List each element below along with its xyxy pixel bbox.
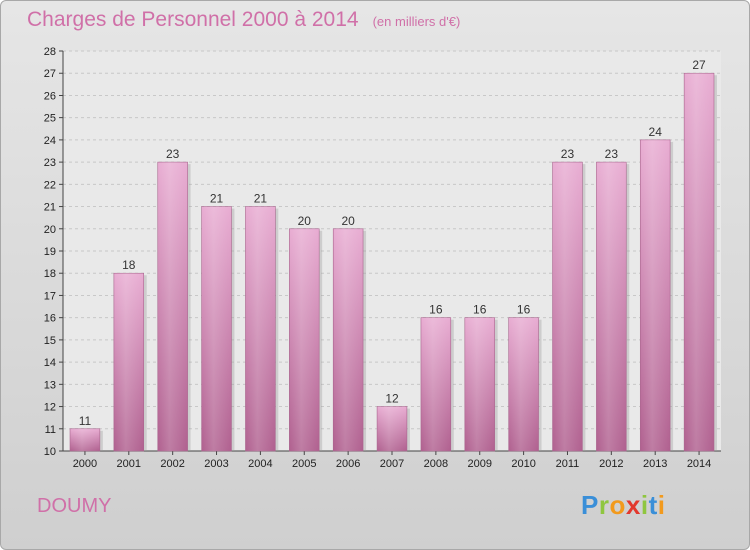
x-tick-label: 2003 [204, 458, 228, 470]
x-tick-label: 2006 [336, 458, 360, 470]
bar-highlight [640, 139, 671, 451]
y-tick-label: 24 [44, 135, 56, 147]
x-tick-label: 2002 [160, 458, 184, 470]
x-tick-label: 2011 [556, 458, 580, 470]
y-tick-label: 26 [44, 90, 56, 102]
bar-value-label: 24 [649, 125, 663, 139]
y-tick-label: 27 [44, 68, 56, 80]
title-text: Charges de Personnel 2000 à 2014 [27, 8, 359, 31]
bar-value-label: 23 [605, 147, 619, 161]
x-tick-label: 2007 [380, 458, 404, 470]
bar-value-label: 18 [122, 258, 136, 272]
bar-highlight [596, 162, 627, 451]
bar-value-label: 20 [341, 214, 355, 228]
x-tick-label: 2010 [511, 458, 535, 470]
x-tick-label: 2014 [687, 458, 711, 470]
bar-highlight [508, 317, 539, 451]
y-tick-label: 22 [44, 179, 56, 191]
bar-highlight [201, 206, 232, 451]
bar-highlight [333, 228, 364, 451]
x-tick-label: 2000 [73, 458, 97, 470]
bar-highlight [70, 428, 100, 451]
x-tick-label: 2013 [643, 458, 667, 470]
y-tick-label: 21 [44, 202, 56, 214]
logo-letter: o [609, 490, 626, 520]
bar-value-label: 23 [166, 147, 180, 161]
bar-value-label: 16 [429, 303, 443, 317]
x-tick-label: 2005 [292, 458, 316, 470]
bar-value-label: 27 [692, 58, 706, 72]
x-tick-label: 2008 [424, 458, 448, 470]
bar-highlight [464, 317, 495, 451]
x-tick-label: 2001 [117, 458, 141, 470]
proxiti-logo: Proxiti [581, 490, 665, 521]
bar-value-label: 20 [298, 214, 312, 228]
logo-letter: t [648, 490, 658, 520]
bar-value-label: 21 [254, 192, 268, 206]
bar-value-label: 21 [210, 192, 224, 206]
bar-highlight [684, 73, 714, 451]
bar-highlight [377, 406, 407, 451]
labels: 11 18 23 21 21 20 20 12 16 16 16 23 23 24 27 [79, 58, 706, 428]
commune-name: DOUMY [37, 495, 112, 517]
bar-value-label: 16 [473, 303, 487, 317]
y-tick-label: 19 [44, 246, 56, 258]
y-tick-label: 16 [44, 313, 56, 325]
bar-value-label: 23 [561, 147, 575, 161]
x-tick-label: 2009 [467, 458, 491, 470]
y-tick-label: 10 [44, 446, 56, 458]
logo-letter: i [657, 490, 666, 520]
x-tick-label: 2012 [599, 458, 623, 470]
bar-highlight [289, 228, 320, 451]
logo-letter: r [598, 490, 610, 520]
y-tick-label: 15 [44, 335, 56, 347]
logo-letter: x [625, 490, 641, 520]
bar-value-label: 16 [517, 303, 531, 317]
x-tick-label: 2004 [248, 458, 272, 470]
bar-highlight [113, 273, 144, 451]
logo-letter: P [581, 490, 599, 520]
y-tick-label: 11 [45, 424, 56, 436]
y-tick-label: 25 [44, 113, 56, 125]
y-tick-label: 13 [44, 379, 56, 391]
bar-highlight [157, 162, 188, 451]
y-tick-label: 28 [44, 46, 56, 58]
y-tick-label: 12 [44, 402, 56, 414]
bar-value-label: 12 [385, 392, 399, 406]
y-tick-label: 18 [44, 268, 56, 280]
bar-highlight [552, 162, 583, 451]
y-tick-label: 20 [44, 224, 56, 236]
bars [69, 72, 717, 452]
title-unit: (en milliers d'€) [372, 14, 461, 29]
chart-title: Charges de Personnel 2000 à 2014 (en mill… [27, 8, 460, 32]
bar-highlight [420, 317, 451, 451]
y-tick-label: 23 [44, 157, 56, 169]
bar-highlight [245, 206, 276, 451]
logo-letter: i [640, 490, 649, 520]
y-tick-label: 17 [44, 290, 56, 302]
bar-value-label: 11 [79, 414, 92, 428]
y-tick-label: 14 [44, 357, 56, 369]
